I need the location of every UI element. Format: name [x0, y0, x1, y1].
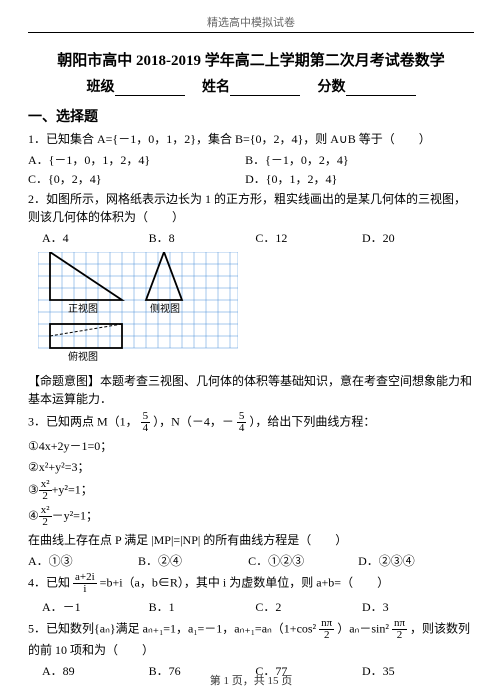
q3-text: 3．已知两点 M（1， 54 ），N（－4，－ 54 ），给出下列曲线方程： — [28, 411, 474, 434]
proposition-intent: 【命题意图】本题考查三视图、几何体的体积等基础知识，意在考查空间想象能力和基本运… — [28, 372, 474, 408]
q3-b: ），N（－4，－ — [153, 414, 234, 428]
q5-text: 5．已知数列{aₙ}满足 aₙ₊₁=1，a₁=－1，aₙ₊₁=aₙ（1+cos²… — [28, 618, 474, 659]
header-label: 精选高中模拟试卷 — [28, 14, 474, 30]
q2-options: A．4 B．8 C．12 D．20 — [28, 229, 474, 246]
subheader: 班级 姓名 分数 — [28, 76, 474, 96]
q4-opt-c: C．2 — [255, 598, 359, 615]
name-label: 姓名 — [202, 80, 230, 95]
class-blank — [115, 82, 185, 96]
class-label: 班级 — [87, 80, 115, 95]
q1-opt-b: B．{－1，0，2，4} — [245, 151, 459, 168]
q1-options-row1: A．{－1，0，1，2，4} B．{－1，0，2，4} — [28, 151, 474, 168]
q3-c: ），给出下列曲线方程： — [249, 414, 375, 428]
q2-opt-b: B．8 — [149, 229, 253, 246]
q3-opt-c: C．①②③ — [248, 552, 355, 569]
q5-frac2: nπ2 — [392, 618, 407, 641]
side-view-label: 侧视图 — [150, 302, 180, 315]
name-blank — [230, 82, 300, 96]
q3-a: 3．已知两点 M（1， — [28, 414, 138, 428]
exam-page: 精选高中模拟试卷 朝阳市高中 2018-2019 学年高二上学期第二次月考试卷数… — [0, 0, 502, 679]
score-blank — [346, 82, 416, 96]
q4-options: A．－1 B．1 C．2 D．3 — [28, 598, 474, 615]
page-footer: 第 1 页，共 15 页 — [0, 672, 502, 688]
front-view-label: 正视图 — [68, 302, 98, 315]
q1-opt-d: D．{0，1，2，4} — [245, 170, 459, 187]
q3-ii: ②x²+y²=3； — [28, 458, 474, 476]
q3-opt-a: A．①③ — [28, 552, 135, 569]
q1-opt-c: C．{0，2，4} — [28, 170, 242, 187]
q1-options-row2: C．{0，2，4} D．{0，1，2，4} — [28, 170, 474, 187]
q5-frac1: nπ2 — [319, 618, 334, 641]
q1-text: 1．已知集合 A={－1，0，1，2}，集合 B={0，2，4}，则 A∪B 等… — [28, 130, 474, 148]
q1-opt-a: A．{－1，0，1，2，4} — [28, 151, 242, 168]
q2-opt-d: D．20 — [362, 229, 466, 246]
q3-tail: 在曲线上存在点 P 满足 |MP|=|NP| 的所有曲线方程是（ ） — [28, 531, 474, 549]
three-view-diagram: 正视图 侧视图 俯视图 — [38, 252, 238, 366]
q4-opt-b: B．1 — [149, 598, 253, 615]
q3-options: A．①③ B．②④ C．①②③ D．②③④ — [28, 552, 474, 569]
q4-frac: a+2ii — [73, 572, 97, 595]
q3-frac2: 54 — [237, 411, 247, 434]
q4-text: 4．已知 a+2ii =b+i（a，b∈R），其中 i 为虚数单位，则 a+b=… — [28, 572, 474, 595]
q3-opt-d: D．②③④ — [358, 552, 465, 569]
q2-opt-c: C．12 — [255, 229, 359, 246]
header-rule — [28, 32, 474, 33]
top-view-label: 俯视图 — [68, 350, 98, 363]
diagram-svg: 正视图 侧视图 俯视图 — [38, 252, 238, 366]
q3-frac1: 54 — [141, 411, 151, 434]
exam-title: 朝阳市高中 2018-2019 学年高二上学期第二次月考试卷数学 — [28, 49, 474, 70]
score-label: 分数 — [318, 80, 346, 95]
q3-opt-b: B．②④ — [138, 552, 245, 569]
q3-i: ①4x+2y－1=0； — [28, 437, 474, 455]
q2-text: 2．如图所示，网格纸表示边长为 1 的正方形，粗实线画出的是某几何体的三视图，则… — [28, 190, 474, 226]
q4-opt-d: D．3 — [362, 598, 466, 615]
q3-iv: ④x²2－y²=1； — [28, 505, 474, 528]
q3-iii: ③x²2+y²=1； — [28, 479, 474, 502]
q2-opt-a: A．4 — [42, 229, 146, 246]
q4-opt-a: A．－1 — [42, 598, 146, 615]
section-1-title: 一、选择题 — [28, 106, 474, 126]
